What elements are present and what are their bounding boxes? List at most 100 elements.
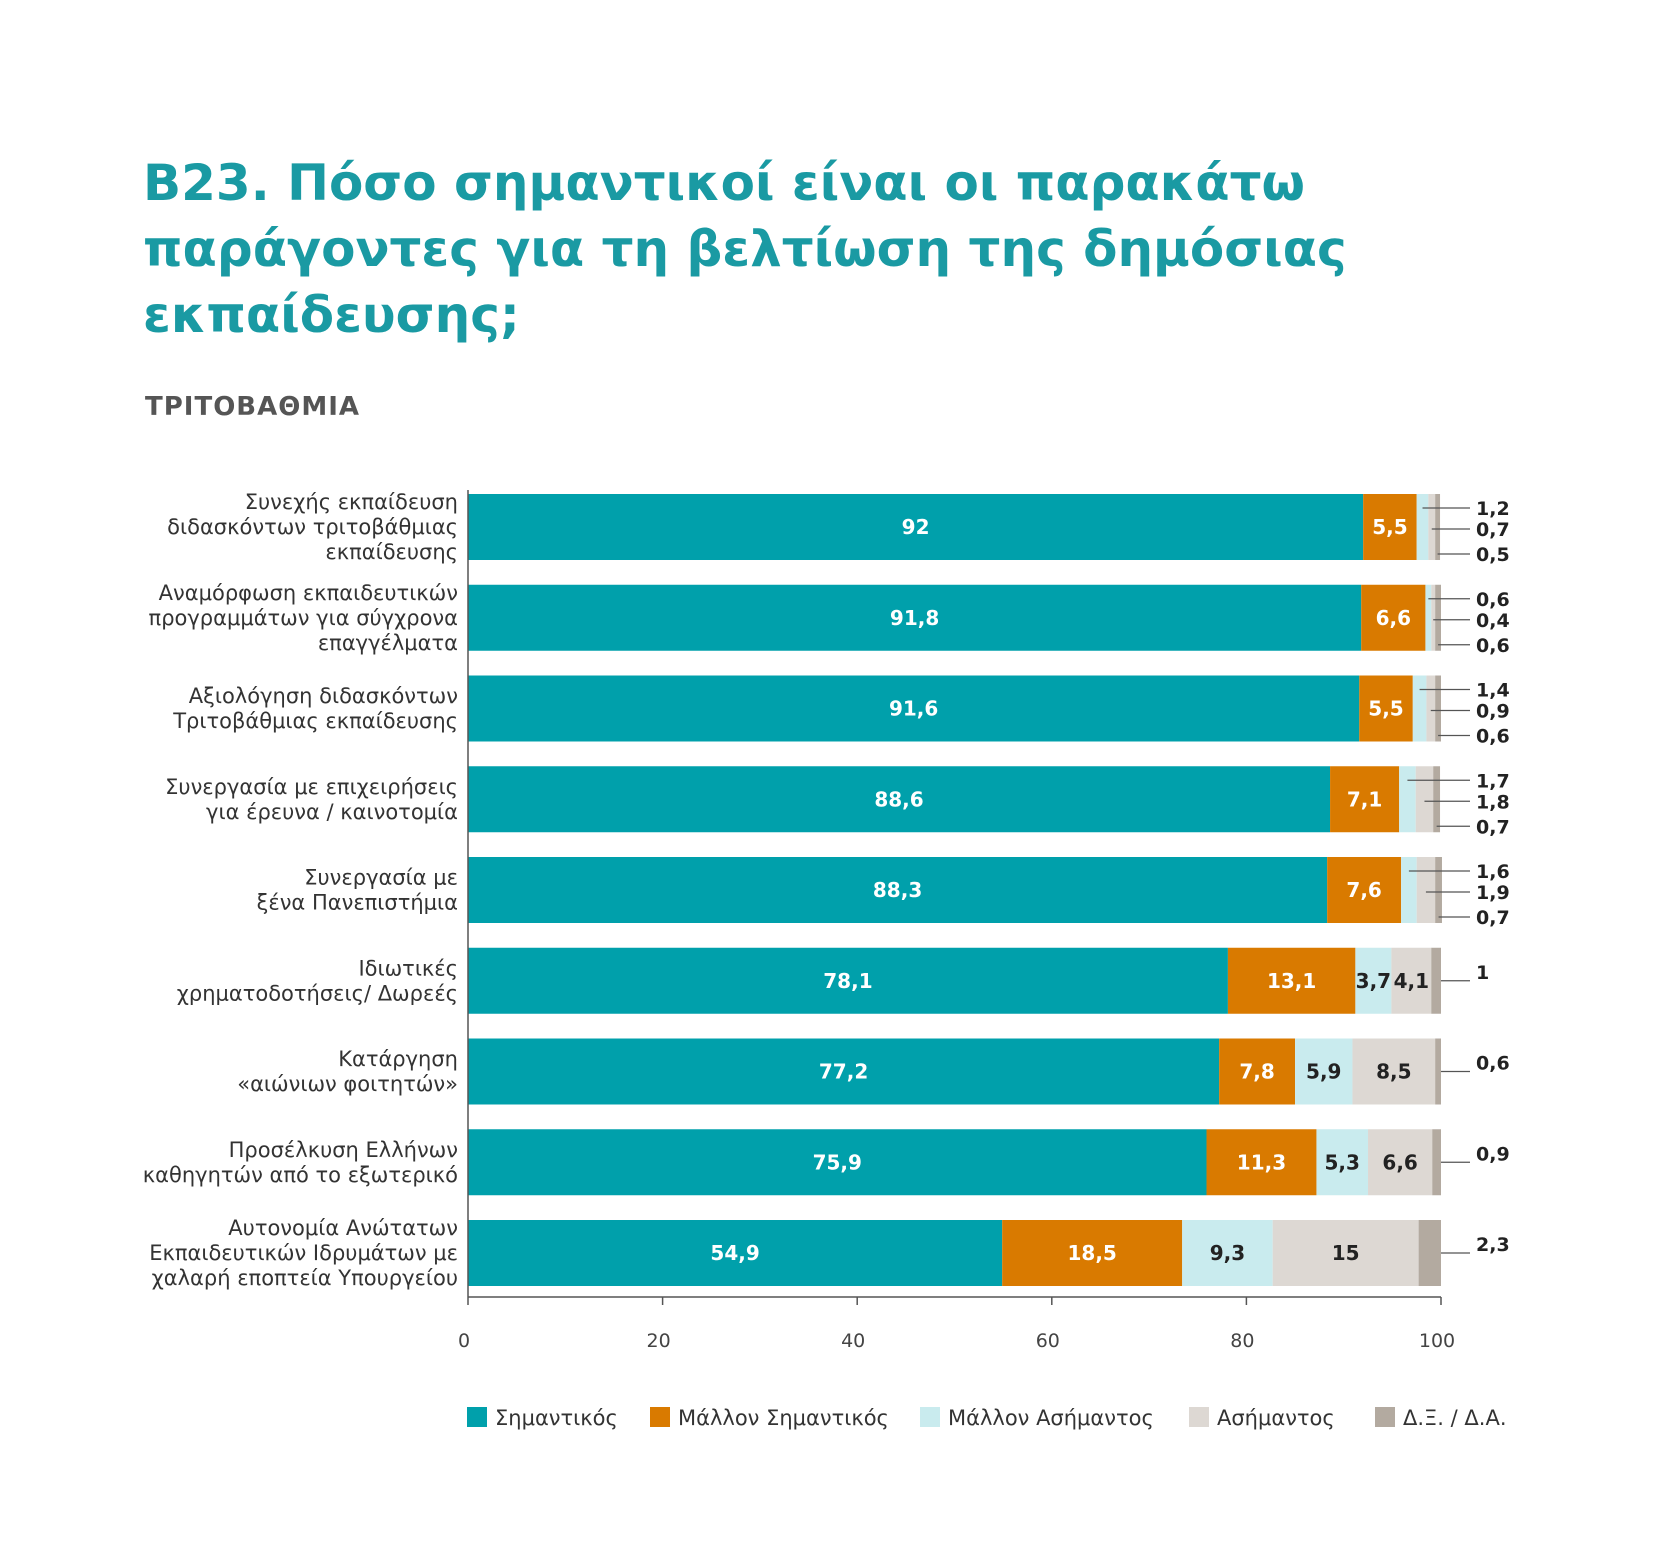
bar-segment: [1416, 857, 1436, 923]
bar-segment: [1425, 584, 1432, 651]
data-label: 0,6: [1476, 1053, 1510, 1075]
category-label: Τριτοβάθμιας εκπαίδευσης: [172, 709, 458, 733]
category-label: Προσέλκυση Ελλήνων: [229, 1138, 458, 1162]
bar-segment: [1415, 766, 1434, 833]
data-label: 88,6: [874, 787, 923, 811]
data-label: 1,4: [1476, 680, 1510, 702]
category-label: Κατάργηση: [338, 1047, 458, 1071]
chart-title: Β23. Πόσο σημαντικοί είναι οι παρακάτω π…: [143, 154, 1347, 344]
category-label: διδασκόντων τριτοβάθμιας: [167, 515, 458, 539]
category-label: Συνεχής εκπαίδευση: [245, 490, 458, 514]
chart-subtitle: ΤΡΙΤΟΒΑΘΜΙΑ: [145, 392, 361, 422]
bar-segment: [1391, 947, 1432, 1014]
data-label: 1,7: [1476, 770, 1510, 792]
x-tick-label: 100: [1419, 1330, 1455, 1352]
data-label: 15: [1332, 1241, 1360, 1265]
bar-segment: [1359, 675, 1413, 742]
bar-segment: [1368, 1129, 1433, 1196]
category-label: για έρευνα / καινοτομία: [206, 800, 458, 824]
category-label: «αιώνιων φοιτητών»: [237, 1072, 458, 1096]
category-label: Αξιολόγηση διδασκόντων: [189, 684, 458, 708]
data-label: 13,1: [1267, 969, 1316, 993]
bar-segment: [1363, 494, 1417, 560]
data-label: 54,9: [710, 1241, 759, 1265]
data-label: 75,9: [813, 1150, 862, 1174]
bar-segment: [1435, 1038, 1441, 1105]
bar-segment: [1206, 1129, 1317, 1196]
data-label: 0,7: [1476, 816, 1510, 838]
category-label: καθηγητών από το εξωτερικό: [143, 1163, 458, 1187]
data-label: 77,2: [819, 1060, 868, 1084]
data-label: 0,7: [1476, 519, 1510, 541]
bar-segment: [1227, 947, 1356, 1014]
legend-swatch: [650, 1407, 670, 1427]
category-label: Συνεργασία με: [304, 866, 458, 890]
bar-segment: [1431, 947, 1441, 1014]
bar-segment: [1401, 857, 1417, 923]
bar-segment: [468, 857, 1328, 923]
bar-segment: [1435, 857, 1442, 923]
bar-segment: [1219, 1038, 1296, 1105]
x-tick-label: 20: [647, 1330, 671, 1352]
bar-segment: [468, 766, 1331, 833]
bar-segment: [1327, 857, 1402, 923]
category-label: χαλαρή εποπτεία Υπουργείου: [152, 1266, 458, 1290]
data-label: 4,1: [1394, 969, 1429, 993]
bar-segment: [1428, 494, 1436, 560]
category-label: Ιδιωτικές: [358, 956, 458, 980]
data-label: 1,2: [1476, 498, 1510, 520]
data-label: 6,6: [1382, 1150, 1417, 1174]
bar-segment: [1432, 1129, 1441, 1196]
bar-segment: [1355, 947, 1392, 1014]
data-label: 6,6: [1376, 606, 1411, 630]
data-label: 0,6: [1476, 635, 1510, 657]
data-label: 7,6: [1346, 878, 1381, 902]
category-label: Συνεργασία με επιχειρήσεις: [165, 775, 458, 799]
data-label: 92: [902, 515, 930, 539]
legend-swatch: [1375, 1407, 1395, 1427]
data-label: 0,6: [1476, 726, 1510, 748]
data-label: 7,1: [1347, 787, 1382, 811]
category-label: εκπαίδευσης: [325, 540, 458, 564]
data-label: 11,3: [1237, 1150, 1286, 1174]
legend-label: Μάλλον Ασήμαντος: [948, 1406, 1154, 1430]
data-label: 0,9: [1476, 1143, 1510, 1165]
bar-segment: [1435, 675, 1441, 742]
data-label: 1,6: [1476, 861, 1510, 883]
bar-segment: [1295, 1038, 1353, 1105]
data-label: 5,5: [1368, 697, 1403, 721]
data-label: 1,8: [1476, 791, 1510, 813]
bar-segment: [1431, 584, 1436, 651]
data-label: 91,6: [889, 697, 938, 721]
category-label: προγραμμάτων για σύγχρονα: [149, 606, 458, 630]
x-tick-label: 0: [458, 1330, 470, 1352]
bar-segment: [468, 494, 1364, 560]
data-label: 3,7: [1356, 969, 1391, 993]
bar-segment: [1418, 1220, 1441, 1286]
bar-segment: [1435, 584, 1441, 651]
data-label: 0,5: [1476, 544, 1510, 566]
data-label: 91,8: [890, 606, 939, 630]
data-label: 7,8: [1239, 1060, 1274, 1084]
category-label: Αναμόρφωση εκπαιδευτικών: [159, 581, 458, 605]
data-label: 0,4: [1476, 610, 1510, 632]
legend-swatch: [1189, 1407, 1209, 1427]
legend-swatch: [920, 1407, 940, 1427]
data-label: 0,9: [1476, 701, 1510, 723]
data-label: 88,3: [873, 878, 922, 902]
bar-segment: [1182, 1220, 1273, 1286]
bar-segment: [1399, 766, 1416, 833]
bar-segment: [1426, 675, 1436, 742]
data-label: 2,3: [1476, 1234, 1510, 1256]
data-label: 5,9: [1306, 1060, 1341, 1084]
bar-segment: [1435, 494, 1441, 560]
bar-segment: [1416, 494, 1429, 560]
bar-segment: [1361, 584, 1426, 651]
bar-segment: [468, 1129, 1207, 1196]
legend-label: Ασήμαντος: [1217, 1406, 1335, 1430]
legend-swatch: [467, 1407, 487, 1427]
category-label: επαγγέλματα: [318, 631, 458, 655]
data-label: 0,7: [1476, 907, 1510, 929]
x-tick-label: 60: [1036, 1330, 1060, 1352]
legend-label: Μάλλον Σημαντικός: [678, 1406, 889, 1430]
